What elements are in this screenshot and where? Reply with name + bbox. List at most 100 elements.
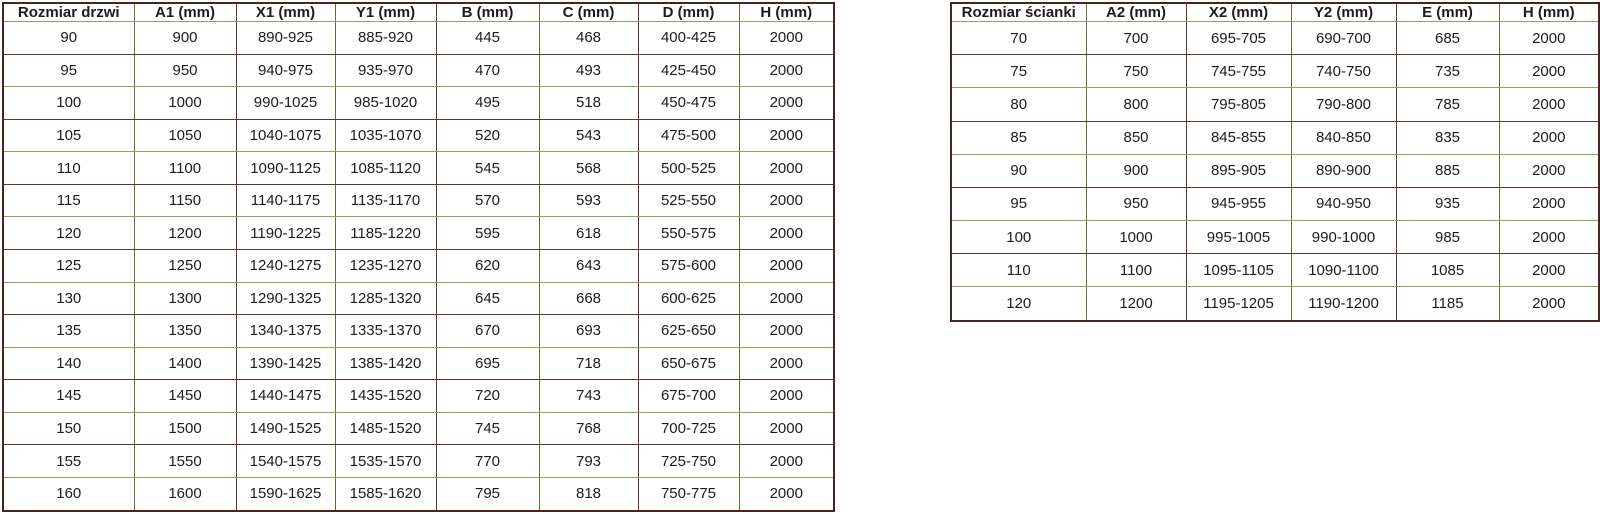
table-cell: 500-525 (637, 151, 739, 185)
table-cell: 140 (3, 347, 134, 381)
table-cell: 700 (1085, 21, 1186, 56)
column-header: A1 (mm) (133, 3, 236, 22)
table-cell: 2000 (1498, 154, 1599, 188)
table-cell: 475-500 (637, 119, 739, 153)
table-cell: 1050 (133, 119, 236, 153)
table-cell: 945-955 (1185, 187, 1291, 222)
table-cell: 900 (1085, 154, 1186, 188)
table-cell: 625-650 (637, 314, 739, 348)
table-cell: 900 (133, 21, 236, 55)
table-cell: 2000 (738, 282, 834, 316)
table-cell: 425-450 (637, 54, 739, 88)
table-cell: 750 (1085, 54, 1186, 89)
table-cell: 1100 (1085, 253, 1186, 288)
table-row: 120 1200 1190-1225 1185-1220 595 618 550-575 20… (3, 216, 834, 250)
table-cell: 1195-1205 (1185, 286, 1291, 321)
table-cell: 155 (3, 444, 134, 478)
table-cell: 1085-1120 (334, 151, 436, 185)
table-cell: 90 (951, 154, 1086, 188)
table-cell: 568 (538, 151, 638, 185)
table-cell: 1435-1520 (334, 379, 436, 413)
table-cell: 1300 (133, 282, 236, 316)
table-cell: 668 (538, 282, 638, 316)
table-cell: 575-600 (637, 249, 739, 283)
table-cell: 620 (435, 249, 539, 283)
column-header: D (mm) (637, 3, 739, 22)
table-cell: 445 (435, 21, 539, 55)
table-cell: 1200 (1085, 286, 1186, 321)
table-cell: 1135-1170 (334, 184, 436, 218)
column-header: B (mm) (435, 3, 539, 22)
table-cell: 1190-1225 (235, 216, 335, 250)
column-header: C (mm) (538, 3, 638, 22)
table-cell: 745-755 (1185, 54, 1291, 89)
table-cell: 650-675 (637, 347, 739, 381)
table-cell: 690-700 (1290, 21, 1396, 56)
table-cell: 985 (1395, 220, 1499, 255)
table-cell: 1600 (133, 477, 236, 511)
table-cell: 885-920 (334, 21, 436, 55)
table-cell: 1340-1375 (235, 314, 335, 348)
table-cell: 1350 (133, 314, 236, 348)
table-cell: 940-950 (1290, 187, 1396, 222)
column-header: Y2 (mm) (1290, 3, 1396, 22)
table-row: 110 1100 1090-1125 1085-1120 545 568 500-525 20… (3, 151, 834, 185)
table-cell: 80 (951, 87, 1086, 122)
table-row: 100 1000 995-1005 990-1000 985 2000 (951, 220, 1599, 255)
table-cell: 1000 (133, 86, 236, 120)
table-cell: 2000 (1498, 220, 1599, 255)
table-cell: 1450 (133, 379, 236, 413)
table-cell: 1185 (1395, 286, 1499, 321)
table-cell: 1585-1620 (334, 477, 436, 511)
table-cell: 1190-1200 (1290, 286, 1396, 321)
table-cell: 525-550 (637, 184, 739, 218)
table-cell: 995-1005 (1185, 220, 1291, 255)
column-header: H (mm) (738, 3, 834, 22)
table-row: 135 1350 1340-1375 1335-1370 670 693 625-650 20… (3, 314, 834, 348)
table-row: 95 950 940-975 935-970 470 493 425-450 2000 (3, 54, 834, 88)
table-cell: 1440-1475 (235, 379, 335, 413)
table-cell: 1100 (133, 151, 236, 185)
table-cell: 770 (435, 444, 539, 478)
table-cell: 795 (435, 477, 539, 511)
table-cell: 840-850 (1290, 121, 1396, 155)
table-cell: 1290-1325 (235, 282, 335, 316)
table-cell: 743 (538, 379, 638, 413)
table-cell: 793 (538, 444, 638, 478)
wall-panel-size-table: Rozmiar ścianki A2 (mm) X2 (mm) Y2 (mm) E (m… (950, 2, 1600, 322)
column-header: Y1 (mm) (334, 3, 436, 22)
table-cell: 800 (1085, 87, 1186, 122)
table-cell: 1000 (1085, 220, 1186, 255)
table-cell: 2000 (738, 412, 834, 446)
table-cell: 1150 (133, 184, 236, 218)
table-cell: 2000 (738, 379, 834, 413)
table-cell: 718 (538, 347, 638, 381)
table-cell: 90 (3, 21, 134, 55)
column-header: X2 (mm) (1185, 3, 1291, 22)
table-cell: 100 (3, 86, 134, 120)
table-cell: 1400 (133, 347, 236, 381)
table-cell: 75 (951, 54, 1086, 89)
table-cell: 1040-1075 (235, 119, 335, 153)
table-cell: 950 (1085, 187, 1186, 222)
table-cell: 520 (435, 119, 539, 153)
table-cell: 468 (538, 21, 638, 55)
table-cell: 745 (435, 412, 539, 446)
table-row: 75 750 745-755 740-750 735 2000 (951, 54, 1599, 89)
table-row: 125 1250 1240-1275 1235-1270 620 643 575-600 20… (3, 249, 834, 283)
table-cell: 670 (435, 314, 539, 348)
table-cell: 1235-1270 (334, 249, 436, 283)
table-cell: 643 (538, 249, 638, 283)
table-row: 90 900 895-905 890-900 885 2000 (951, 154, 1599, 188)
table-cell: 2000 (738, 151, 834, 185)
table-row: 145 1450 1440-1475 1435-1520 720 743 675-700 20… (3, 379, 834, 413)
table-cell: 700-725 (637, 412, 739, 446)
table-cell: 1590-1625 (235, 477, 335, 511)
table-cell: 120 (951, 286, 1086, 321)
table-cell: 720 (435, 379, 539, 413)
table-cell: 1490-1525 (235, 412, 335, 446)
column-header: X1 (mm) (235, 3, 335, 22)
table-cell: 2000 (738, 347, 834, 381)
table-cell: 593 (538, 184, 638, 218)
